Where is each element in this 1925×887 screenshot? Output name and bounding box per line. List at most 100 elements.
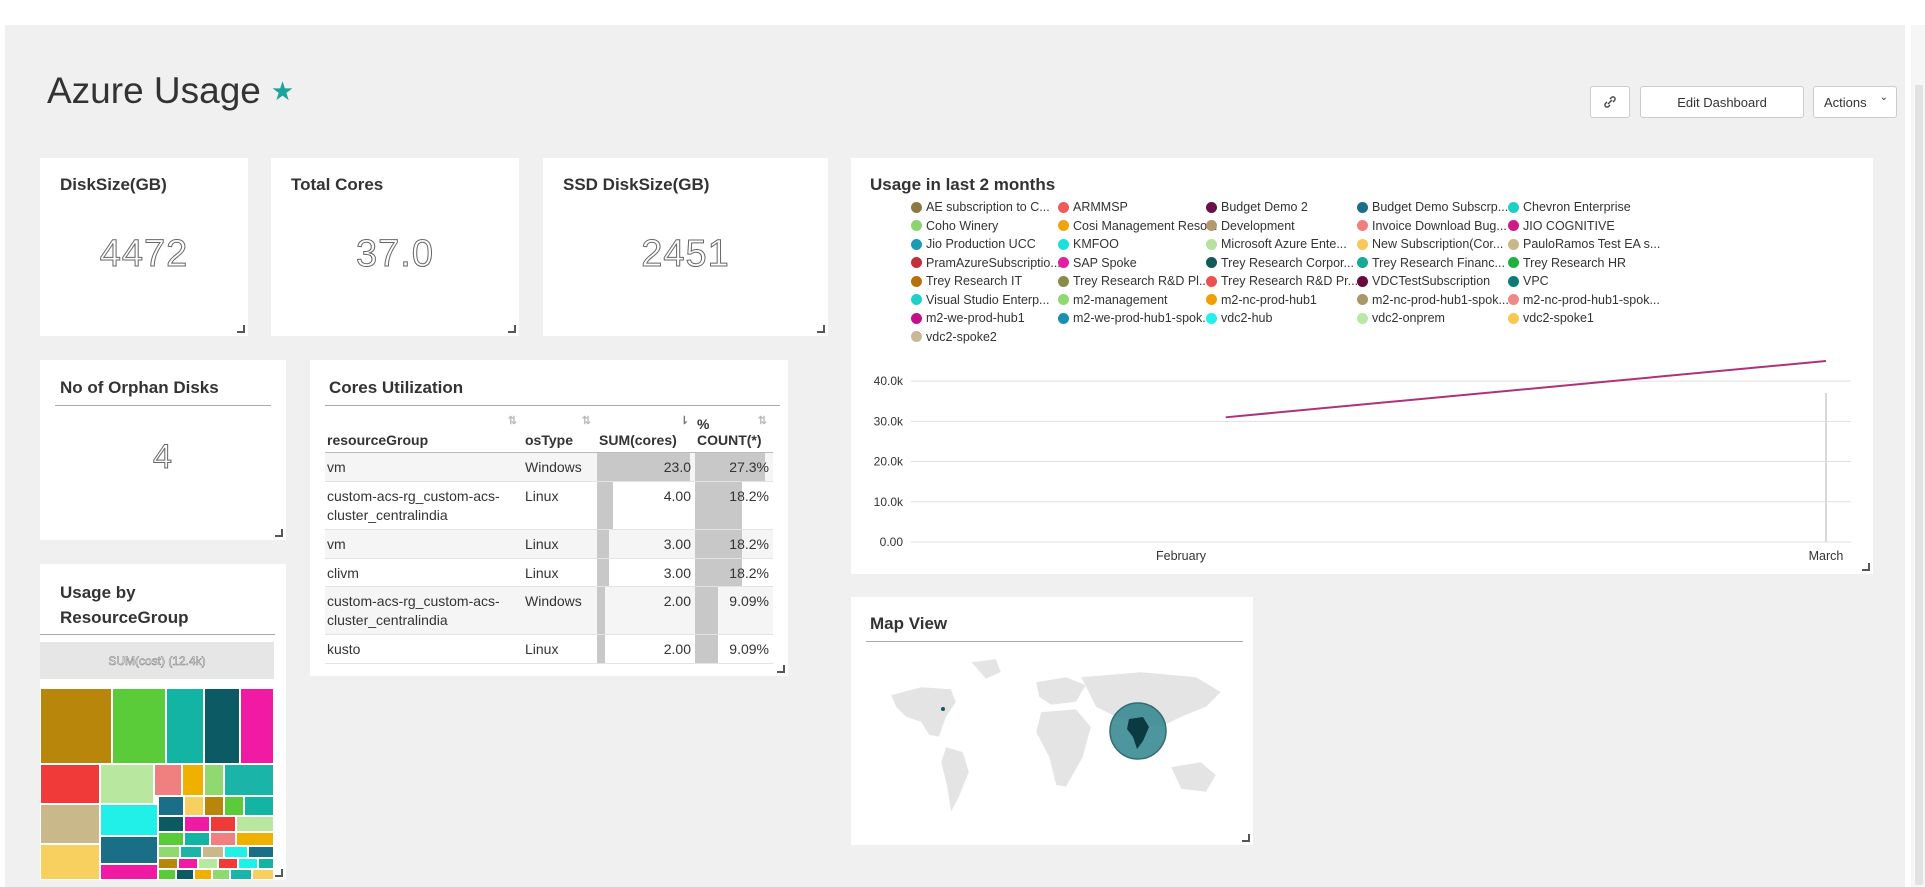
column-header-ostype[interactable]: osType ⇅ [523,412,597,453]
legend-item[interactable]: Chevron Enterprise [1508,200,1631,214]
treemap-cell[interactable] [230,869,252,880]
legend-item[interactable]: AE subscription to C... [911,200,1050,214]
treemap-cell[interactable] [158,858,178,869]
legend-item[interactable]: SAP Spoke [1058,256,1137,270]
treemap-cell[interactable] [218,858,238,869]
treemap-cell[interactable] [184,832,210,846]
treemap-cell[interactable] [204,796,224,816]
treemap-cell[interactable] [40,764,100,804]
resize-handle-icon[interactable] [1862,563,1870,571]
legend-item[interactable]: Trey Research Financ... [1357,256,1505,270]
legend-item[interactable]: vdc2-spoke2 [911,330,997,344]
treemap-cell[interactable] [202,846,224,858]
legend-item[interactable]: VPC [1508,274,1549,288]
legend-item[interactable]: Budget Demo Subscrp... [1357,200,1508,214]
treemap-cell[interactable] [178,858,198,869]
legend-item[interactable]: ARMMSP [1058,200,1128,214]
legend-item[interactable]: Invoice Download Bug... [1357,219,1507,233]
world-map[interactable] [851,647,1253,842]
treemap-cell[interactable] [236,832,274,846]
treemap-cell[interactable] [154,764,182,796]
legend-item[interactable]: m2-nc-prod-hub1 [1206,293,1317,307]
treemap-cell[interactable] [158,816,184,832]
treemap-cell[interactable] [182,764,204,796]
treemap-cell[interactable] [224,846,248,858]
legend-item[interactable]: Development [1206,219,1295,233]
treemap-cell[interactable] [238,858,258,869]
actions-dropdown[interactable]: Actions ⌄ [1813,86,1897,118]
treemap-cell[interactable] [204,688,240,764]
treemap-cell[interactable] [100,864,158,880]
column-header-resourcegroup[interactable]: resourceGroup ⇅ [325,412,523,453]
treemap-cell[interactable] [112,688,166,764]
treemap-cell[interactable] [184,816,210,832]
legend-item[interactable]: Visual Studio Enterp... [911,293,1049,307]
legend-item[interactable]: PramAzureSubscriptio... [911,256,1061,270]
copy-link-button[interactable] [1590,86,1630,118]
treemap-cell[interactable] [204,764,224,796]
legend-item[interactable]: vdc2-spoke1 [1508,311,1594,325]
treemap-cell[interactable] [158,869,176,880]
legend-item[interactable]: JIO COGNITIVE [1508,219,1615,233]
treemap-cell[interactable] [158,796,184,816]
sort-icon[interactable]: ⇅ [581,415,591,427]
legend-item[interactable]: m2-management [1058,293,1168,307]
treemap-cell[interactable] [100,764,154,804]
legend-item[interactable]: New Subscription(Cor... [1357,237,1503,251]
sort-desc-icon[interactable]: ⇂ [679,415,689,427]
legend-item[interactable]: PauloRamos Test EA s... [1508,237,1660,251]
legend-item[interactable]: Cosi Management Reso... [1058,219,1218,233]
treemap-cell[interactable] [100,804,158,836]
treemap-cell[interactable] [184,796,204,816]
favorite-star-icon[interactable]: ★ [270,76,295,106]
treemap-cell[interactable] [40,844,100,880]
legend-item[interactable]: Coho Winery [911,219,998,233]
treemap-cell[interactable] [166,688,204,764]
legend-item[interactable]: Jio Production UCC [911,237,1036,251]
treemap-cell[interactable] [258,858,274,869]
legend-item[interactable]: m2-nc-prod-hub1-spok... [1508,293,1660,307]
sort-icon[interactable]: ⇅ [757,415,767,427]
resize-handle-icon[interactable] [817,325,825,333]
resize-handle-icon[interactable] [1242,834,1250,842]
legend-item[interactable]: KMFOO [1058,237,1119,251]
treemap-cell[interactable] [240,688,274,764]
treemap-cell[interactable] [158,832,184,846]
legend-item[interactable]: m2-we-prod-hub1 [911,311,1025,325]
treemap-cell[interactable] [252,869,274,880]
resize-handle-icon[interactable] [275,869,283,877]
column-header-count[interactable]: % COUNT(*) ⇅ [695,412,773,453]
legend-item[interactable]: VDCTestSubscription [1357,274,1490,288]
legend-item[interactable]: Trey Research R&D Pr... [1206,274,1358,288]
scrollbar[interactable] [1911,25,1925,887]
treemap-cell[interactable] [198,858,218,869]
legend-item[interactable]: Budget Demo 2 [1206,200,1308,214]
treemap-cell[interactable] [224,796,244,816]
legend-item[interactable]: m2-nc-prod-hub1-spok... [1357,293,1509,307]
resize-handle-icon[interactable] [508,325,516,333]
treemap-cell[interactable] [210,816,236,832]
legend-item[interactable]: Trey Research IT [911,274,1022,288]
treemap-cell[interactable] [100,836,158,864]
legend-item[interactable]: m2-we-prod-hub1-spok... [1058,311,1213,325]
treemap-cell[interactable] [40,688,112,764]
treemap-cell[interactable] [236,816,274,832]
treemap-cell[interactable] [244,796,274,816]
treemap-cell[interactable] [248,846,274,858]
treemap-cell[interactable] [194,869,212,880]
legend-item[interactable]: vdc2-onprem [1357,311,1445,325]
legend-item[interactable]: Trey Research HR [1508,256,1626,270]
resize-handle-icon[interactable] [777,665,785,673]
treemap-cell[interactable] [180,846,202,858]
treemap-cell[interactable] [212,869,230,880]
usage-line-chart[interactable]: 0.00 10.0k 20.0k 30.0k 40.0k February March [851,158,1873,574]
treemap-cell[interactable] [40,804,100,844]
resize-handle-icon[interactable] [237,325,245,333]
legend-item[interactable]: vdc2-hub [1206,311,1272,325]
edit-dashboard-button[interactable]: Edit Dashboard [1640,86,1804,118]
sort-icon[interactable]: ⇅ [507,415,517,427]
scroll-thumb[interactable] [1915,85,1923,885]
treemap-cell[interactable] [176,869,194,880]
treemap-cell[interactable] [210,832,236,846]
legend-item[interactable]: Trey Research Corpor... [1206,256,1354,270]
